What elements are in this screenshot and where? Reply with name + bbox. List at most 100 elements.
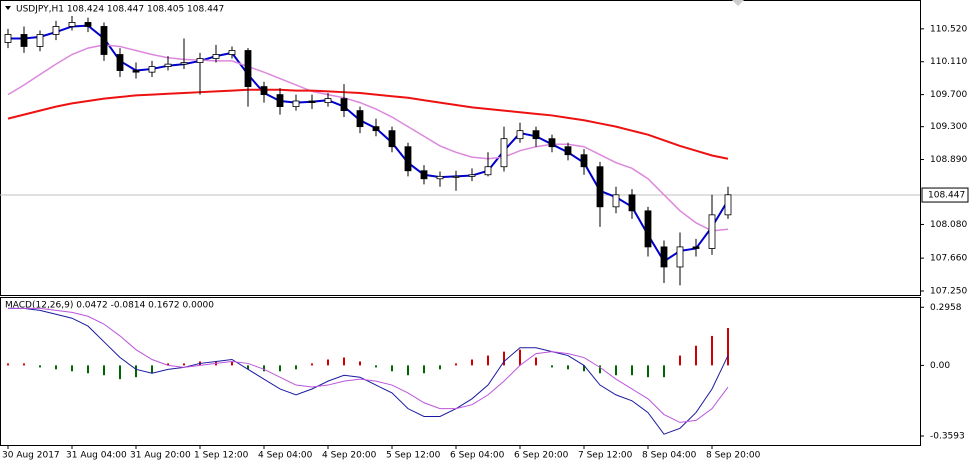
candle-body: [564, 146, 572, 156]
candle-body: [548, 138, 556, 148]
candle-body: [628, 194, 636, 212]
histogram-bar: [7, 363, 9, 366]
histogram-bar: [167, 363, 169, 366]
y-tick-label: 108.890: [930, 155, 967, 165]
histogram-bar: [567, 365, 569, 370]
histogram-bar: [439, 365, 441, 370]
histogram-bar: [551, 365, 553, 368]
y-tick-label: 109.700: [930, 90, 967, 100]
candle-body: [36, 34, 44, 47]
histogram-bar: [631, 365, 633, 376]
candle-body: [196, 58, 204, 63]
x-tick-label: 5 Sep 12:00: [386, 451, 441, 461]
candle-body: [644, 210, 652, 248]
x-tick-label: 8 Sep 20:00: [706, 451, 761, 461]
macd-line: [8, 307, 729, 435]
candle-body: [372, 126, 380, 132]
moving-average: [7, 44, 729, 232]
histogram-bar: [71, 365, 73, 372]
x-tick-label: 7 Sep 12:00: [578, 451, 633, 461]
histogram-bar: [119, 365, 121, 380]
histogram-bar: [103, 365, 105, 376]
candle-body: [340, 98, 348, 112]
candle-body: [324, 98, 332, 104]
histogram-bar: [295, 365, 297, 370]
last-price-label: 108.447: [928, 191, 965, 201]
x-tick-label: 6 Sep 04:00: [450, 451, 505, 461]
histogram-bar: [727, 328, 729, 366]
histogram-bar: [519, 349, 521, 366]
y-tick-label: 107.660: [930, 254, 967, 264]
x-tick-label: 30 Aug 2017: [2, 451, 60, 461]
histogram-bar: [391, 365, 393, 372]
candle-body: [276, 94, 284, 108]
candle-body: [724, 194, 732, 216]
candle-body: [708, 214, 716, 249]
y-tick-label: 110.110: [930, 57, 967, 67]
histogram-bar: [87, 365, 89, 374]
candle-body: [612, 194, 620, 208]
candle-body: [452, 175, 460, 178]
histogram-bar: [39, 365, 41, 368]
y-tick-label: -0.3593: [930, 432, 965, 442]
histogram-bar: [503, 351, 505, 366]
macd-title: MACD(12,26,9) 0.0472 -0.0814 0.1672 0.00…: [5, 301, 214, 311]
histogram-bar: [695, 345, 697, 366]
candle-body: [20, 34, 28, 47]
candle-body: [180, 62, 188, 65]
y-tick-label: 108.080: [930, 220, 967, 230]
x-tick-label: 6 Sep 20:00: [514, 451, 569, 461]
candle-body: [388, 130, 396, 148]
candle-body: [420, 170, 428, 180]
y-tick-label: 0.2958: [930, 303, 962, 313]
histogram-bar: [583, 365, 585, 372]
histogram-bar: [471, 359, 473, 366]
histogram-bar: [487, 355, 489, 366]
candle-body: [660, 246, 668, 268]
histogram-bar: [615, 365, 617, 376]
panel-menu-icon[interactable]: [5, 6, 11, 10]
candle-body: [292, 100, 300, 108]
moving-average: [8, 24, 729, 263]
candle-body: [580, 154, 588, 168]
histogram-bar: [151, 365, 153, 374]
x-tick-label: 31 Aug 04:00: [66, 451, 127, 461]
histogram-bar: [663, 365, 665, 378]
candle-body: [404, 146, 412, 172]
candle-body: [164, 63, 172, 67]
histogram-bar: [327, 359, 329, 366]
histogram-bar: [135, 365, 137, 378]
candle-body: [484, 166, 492, 176]
candle-body: [4, 34, 12, 43]
candle-body: [500, 138, 508, 168]
histogram-bar: [231, 361, 233, 366]
histogram-bar: [599, 365, 601, 374]
candle-body: [132, 70, 140, 73]
candle-body: [436, 175, 444, 180]
candle-body: [228, 50, 236, 55]
histogram-bar: [423, 365, 425, 374]
y-tick-label: 109.300: [930, 122, 967, 132]
chart-title: USDJPY,H1 108.424 108.447 108.405 108.44…: [16, 5, 224, 15]
x-tick-label: 31 Aug 20:00: [130, 451, 191, 461]
histogram-bar: [55, 365, 57, 370]
histogram-bar: [407, 365, 409, 376]
x-tick-label: 4 Sep 04:00: [258, 451, 313, 461]
candle-body: [356, 110, 364, 128]
y-tick-label: 0.00: [930, 361, 950, 371]
candle-body: [532, 130, 540, 140]
candle-body: [516, 130, 524, 140]
histogram-bar: [23, 363, 25, 366]
candle-body: [260, 86, 268, 95]
candle-body: [468, 174, 476, 177]
candle-body: [84, 22, 92, 27]
y-tick-label: 110.520: [930, 24, 967, 34]
last-price-box: [921, 187, 969, 203]
candle-body: [676, 246, 684, 268]
candle-body: [692, 246, 700, 249]
histogram-bar: [359, 361, 361, 366]
candle-body: [596, 166, 604, 208]
moving-average: [7, 88, 729, 160]
histogram-bar: [263, 365, 265, 372]
